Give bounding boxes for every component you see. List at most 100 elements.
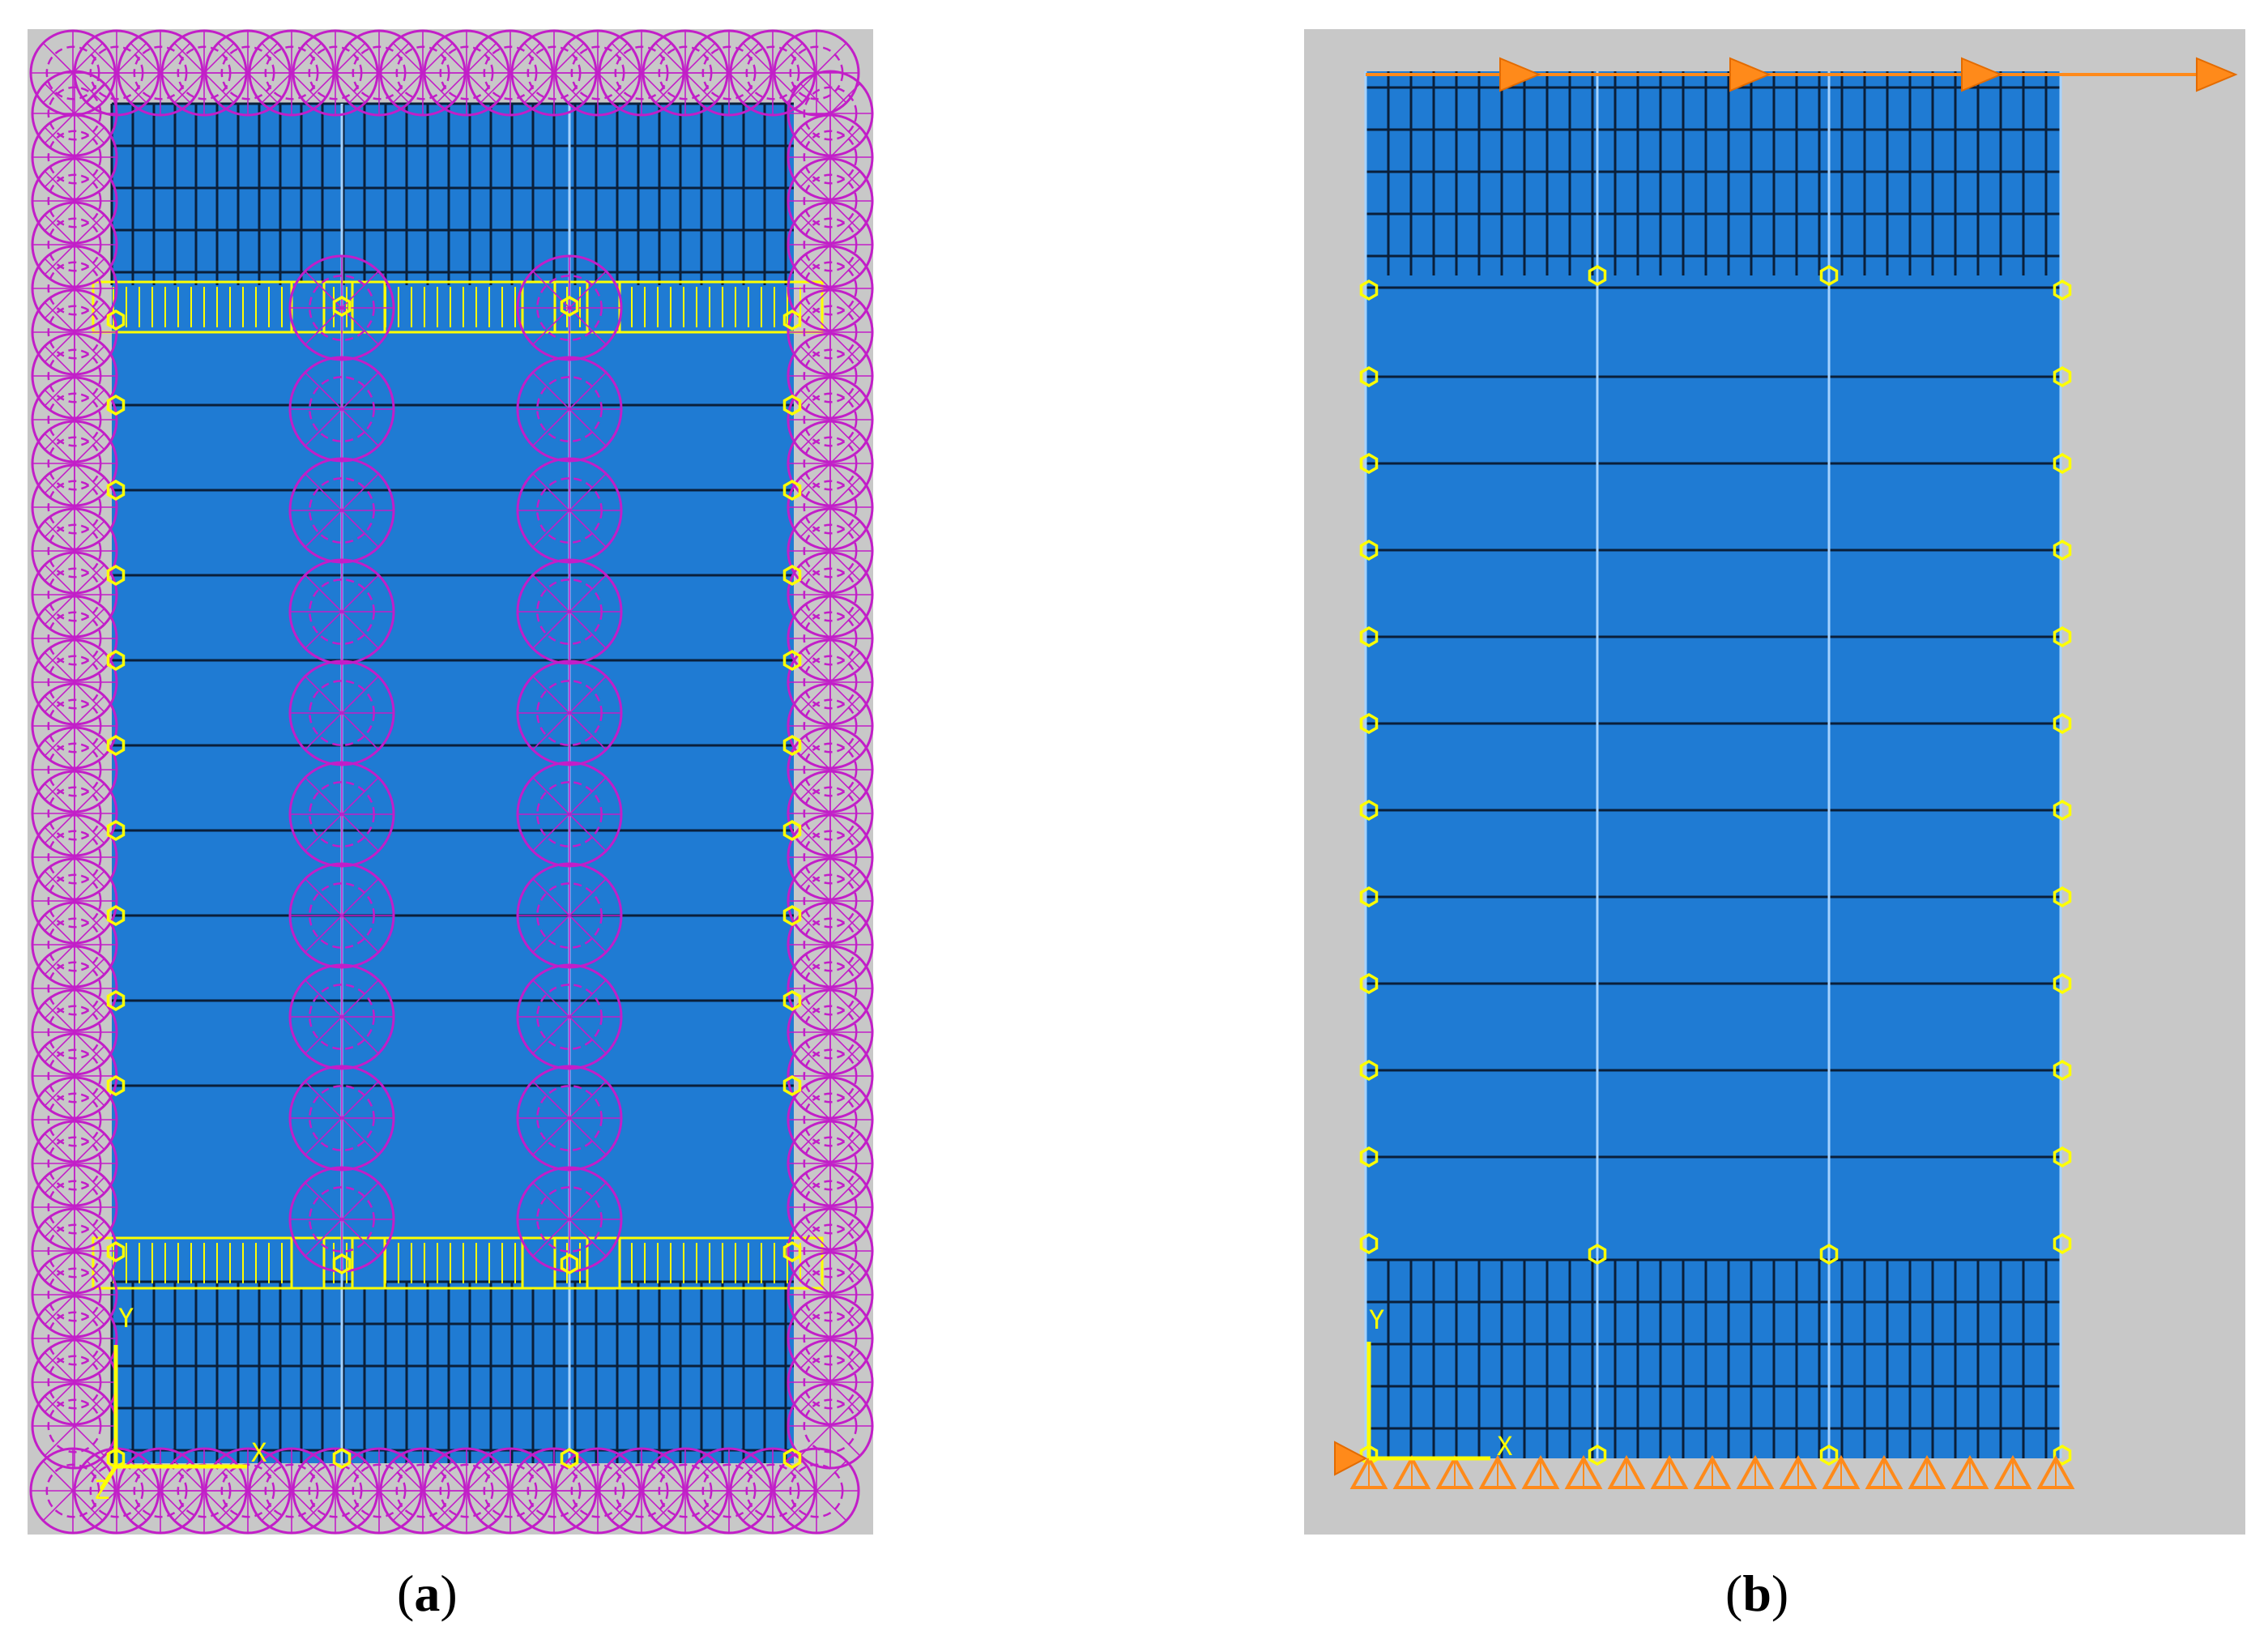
constraint-spoke [742,1460,804,1522]
circle-constraint-icon [516,356,623,463]
constraint-spoke [799,870,861,932]
arrow-right-icon [1729,57,1771,92]
constraint-spoke [611,1460,672,1522]
node-hexagon-icon [2053,1232,2072,1255]
constraint-spoke [305,980,379,1054]
constraint-spoke [799,564,861,625]
constraint-spoke [44,1133,105,1194]
node-hexagon-icon [1359,452,1379,475]
node-hexagon-icon [2053,1444,2072,1466]
axis-y-label: Y [118,1303,134,1334]
constraint-spoke [698,42,760,104]
constraint-spoke [480,1460,541,1522]
constraint-spoke [44,520,105,582]
tie-gap [586,280,621,334]
constraint-spoke [742,42,804,104]
node-hexagon-icon [1359,1146,1379,1168]
node-hexagon-icon [106,564,126,587]
constraint-spoke [799,1264,861,1325]
node-hexagon-icon [782,309,802,331]
node-hexagon-icon [782,904,802,927]
panel-a-tie-regions [92,280,824,1290]
circle-constraint-icon [31,726,118,813]
constraint-spoke [305,777,379,852]
panel-a: Y X Z [28,29,874,1535]
node-hexagon-icon [1359,279,1379,301]
node-hexagon-icon [1359,625,1379,648]
constraint-spoke [532,676,607,750]
circle-constraint-icon [31,1382,118,1470]
constraint-spoke [44,1264,105,1325]
panel-b-model [1366,71,2061,1458]
node-hexagon-icon [782,1074,802,1097]
constraint-spoke [44,564,105,625]
node-hexagon-icon [2053,712,2072,735]
constraint-spoke [799,608,861,669]
cone-support-icon [1435,1454,1474,1489]
constraint-spoke [44,608,105,669]
constraint-spoke [799,1176,861,1238]
axis-z-label: Z [94,1475,109,1505]
constraint-spoke [44,739,105,800]
arrow-right-icon [1499,57,1541,92]
circle-constraint-icon [516,761,623,868]
constraint-spoke [532,1182,607,1257]
constraint-spoke [173,1460,235,1522]
cone-support-icon [1650,1454,1689,1489]
cone-support-icon [1564,1454,1603,1489]
arrow-right-icon [1334,1441,1368,1476]
constraint-spoke [44,1395,105,1457]
constraint-spoke [44,1089,105,1150]
circle-constraint-icon [288,356,395,463]
circle-constraint-icon [288,254,395,361]
node-hexagon-icon [782,989,802,1012]
constraint-spoke [799,258,861,319]
circle-constraint-icon [288,862,395,969]
panel-a-mesh [110,102,794,1463]
cone-support-icon [1993,1454,2032,1489]
node-hexagon-icon [782,734,802,757]
constraint-spoke [44,476,105,538]
circle-constraint-icon [31,420,118,507]
constraint-spoke [305,878,379,953]
constraint-spoke [44,214,105,275]
constraint-spoke [44,1045,105,1107]
constraint-spoke [799,170,861,232]
constraint-spoke [532,372,607,446]
node-hexagon-icon [1359,365,1379,388]
node-hexagon-icon [1359,886,1379,908]
circle-constraint-icon [516,457,623,564]
constraint-spoke [44,826,105,888]
node-hexagon-icon [782,394,802,416]
node-hexagon-icon [106,309,126,331]
constraint-spoke [348,42,410,104]
node-hexagon-icon [1819,1243,1839,1266]
constraint-spoke [799,1308,861,1369]
constraint-spoke [44,170,105,232]
circle-constraint-icon [516,558,623,665]
node-hexagon-icon [1588,1243,1607,1266]
node-hexagon-icon [560,295,579,318]
circle-constraint-icon [773,1447,860,1535]
constraint-spoke [173,42,235,104]
node-hexagon-icon [1359,799,1379,822]
constraint-spoke [305,271,379,345]
constraint-spoke [436,42,497,104]
circle-constraint-icon [787,507,874,595]
constraint-spoke [44,783,105,844]
node-hexagon-icon [1588,1444,1607,1466]
constraint-spoke [44,695,105,757]
constraint-spoke [799,914,861,975]
panel-b-mesh [1364,71,2061,1458]
node-hexagon-icon [1359,712,1379,735]
caption-b: (b) [1725,1564,1789,1622]
constraint-spoke [261,42,322,104]
constraint-spoke [799,1351,861,1413]
circle-constraint-icon [288,963,395,1070]
constraint-spoke [799,1133,861,1194]
constraint-spoke [130,1460,191,1522]
node-hexagon-icon [2053,886,2072,908]
arrow-right-icon [2196,57,2238,92]
node-hexagon-icon [332,1447,352,1470]
tie-gap [521,1236,556,1290]
